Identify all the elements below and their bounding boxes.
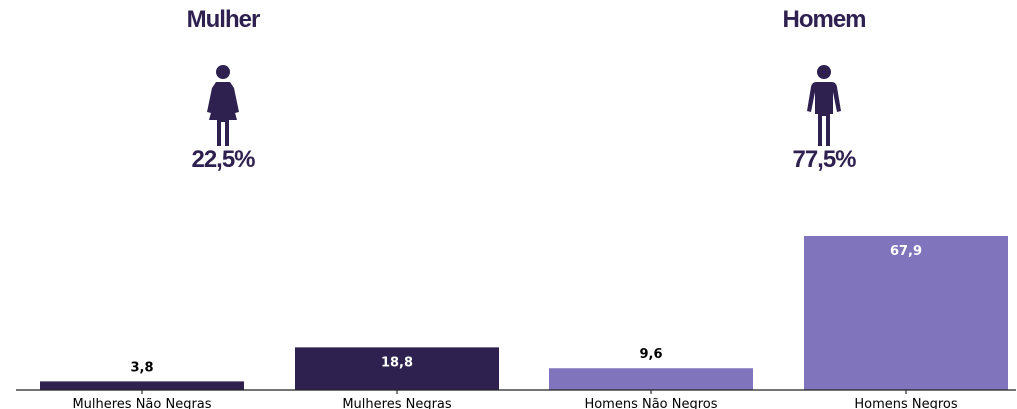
men-percent: 77,5% (792, 146, 856, 173)
bar-value-label-1: 18,8 (381, 355, 413, 370)
x-tick-label-2: Homens Não Negros (584, 397, 717, 409)
x-tick-label-0: Mulheres Não Negras (72, 397, 211, 409)
man-icon (807, 65, 841, 146)
women-percent: 22,5% (191, 146, 255, 173)
women-title: Mulher (186, 6, 261, 33)
bar-0 (40, 381, 244, 390)
bar-1 (295, 347, 499, 390)
bar-value-label-0: 3,8 (130, 360, 153, 375)
bar-2 (549, 368, 753, 390)
x-tick-label-1: Mulheres Negras (342, 397, 452, 409)
woman-icon (207, 65, 239, 146)
x-tick-label-3: Homens Negros (854, 397, 958, 409)
bar-value-label-2: 9,6 (639, 347, 662, 362)
bar-value-label-3: 67,9 (890, 244, 922, 259)
men-title: Homem (782, 6, 866, 33)
bar-3 (804, 236, 1008, 390)
